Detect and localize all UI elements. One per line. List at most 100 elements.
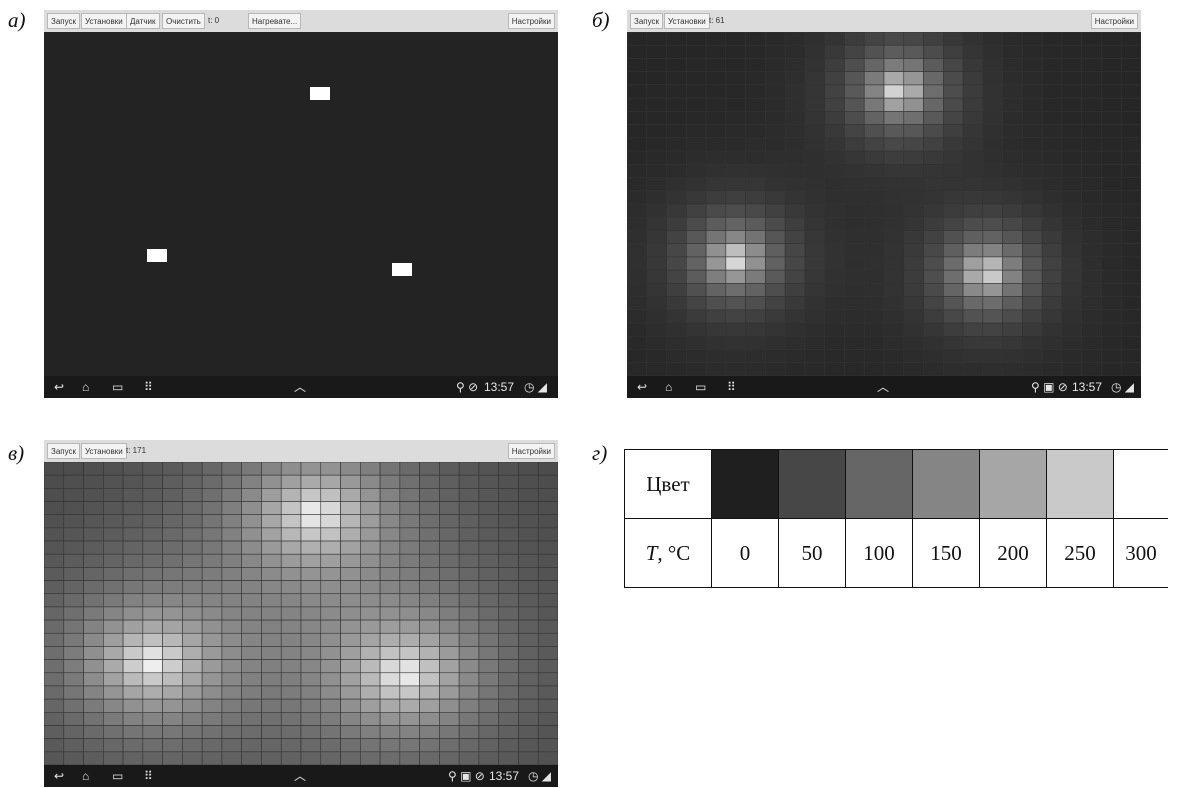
grid-cell [518,712,539,726]
grid-cell [883,58,905,72]
grid-cell [537,712,558,726]
clear-button[interactable]: Очистить [162,13,205,29]
grid-cell [1081,296,1102,311]
grid-cell [63,738,84,753]
grid-cell [883,309,905,324]
grid-cell [458,593,480,608]
grid-cell [1061,190,1082,205]
grid-cell [705,322,727,337]
settings-button[interactable]: Настройки [507,13,555,29]
grid-cell [705,150,727,165]
grid-cell [784,177,806,192]
start-button[interactable]: Запуск [47,443,81,459]
start-button[interactable]: Запуск [47,13,81,29]
grid-cell [883,230,905,244]
grid-cell [439,606,460,621]
setup-button[interactable]: Установки [81,13,127,29]
grid-cell [903,322,924,337]
grid-cell [320,672,341,687]
temperature-field[interactable] [44,462,558,765]
grid-cell [943,111,964,125]
back-icon[interactable]: ↩ [637,380,648,394]
grid-cell [1002,322,1023,337]
grid-cell [863,44,885,59]
grid-cell [923,124,944,139]
settings-button[interactable]: Настройки [507,443,555,459]
grid-cell [943,97,964,112]
grid-cell [646,362,667,376]
grid-cell [982,322,1003,337]
toolbar: Запуск Установки Датчик Очистить t: 0 На… [44,10,558,33]
grid-cell [379,580,401,595]
grid-cell [745,97,766,112]
setup-button[interactable]: Установки [81,443,127,459]
grid-cell [478,725,499,739]
grid-cell [498,685,519,700]
toolbar: Запуск Установки t: 61 Настройки [627,10,1141,33]
grid-cell [844,177,865,192]
temperature-field[interactable] [44,32,558,376]
grid-cell [300,606,322,621]
chevron-up-icon[interactable]: ︿ [877,380,890,394]
back-icon[interactable]: ↩ [54,769,65,783]
grid-cell [360,632,381,647]
grid-cell [646,296,667,311]
recent-apps-icon[interactable]: ▭ [112,380,124,394]
apps-grid-icon[interactable]: ⠿ [144,769,153,783]
grid-cell [646,150,667,165]
grid-cell [804,230,825,244]
grid-cell [824,256,845,271]
sensor-button[interactable]: Датчик [126,13,160,29]
grid-cell [1101,32,1122,46]
grid-cell [627,296,648,311]
status-icons: ◷ ◢ [1111,380,1135,394]
home-icon[interactable]: ⌂ [665,380,673,394]
grid-cell [1041,71,1063,86]
grid-cell [1120,32,1141,46]
chevron-up-icon[interactable]: ︿ [294,769,307,783]
home-icon[interactable]: ⌂ [82,380,90,394]
heater-button[interactable]: Нагревате... [248,13,302,29]
grid-cell [943,190,964,205]
grid-cell [83,619,104,634]
grid-cell [627,58,648,72]
grid-cell [83,738,104,753]
recent-apps-icon[interactable]: ▭ [112,769,124,783]
grid-cell [1002,216,1023,231]
grid-cell [1081,322,1102,337]
grid-cell [765,124,786,139]
grid-cell [162,593,183,608]
grid-cell [340,462,361,476]
grid-cell [399,619,420,634]
grid-cell [122,632,144,647]
grid-cell [1041,190,1063,205]
grid-cell [844,71,865,86]
recent-apps-icon[interactable]: ▭ [695,380,707,394]
start-button[interactable]: Запуск [630,13,664,29]
grid-cell [63,488,84,502]
grid-cell [844,124,865,139]
chevron-up-icon[interactable]: ︿ [294,380,307,394]
grid-cell [765,190,786,205]
grid-cell [903,190,924,205]
time-step-label: t: 0 [208,16,220,25]
grid-cell [962,362,984,376]
grid-cell [982,71,1003,86]
grid-cell [1061,269,1082,284]
setup-button[interactable]: Установки [664,13,710,29]
apps-grid-icon[interactable]: ⠿ [727,380,736,394]
temperature-field[interactable] [627,32,1141,376]
home-icon[interactable]: ⌂ [82,769,90,783]
grid-cell [201,606,223,621]
grid-cell [182,462,203,476]
grid-cell [537,527,558,542]
back-icon[interactable]: ↩ [54,380,65,394]
grid-cell [686,177,707,192]
settings-button[interactable]: Настройки [1090,13,1138,29]
grid-cell [340,672,361,687]
temperature-value: 0 [711,518,779,588]
grid-cell [627,203,648,218]
grid-cell [103,646,124,660]
grid-cell [419,488,440,502]
apps-grid-icon[interactable]: ⠿ [144,380,153,394]
